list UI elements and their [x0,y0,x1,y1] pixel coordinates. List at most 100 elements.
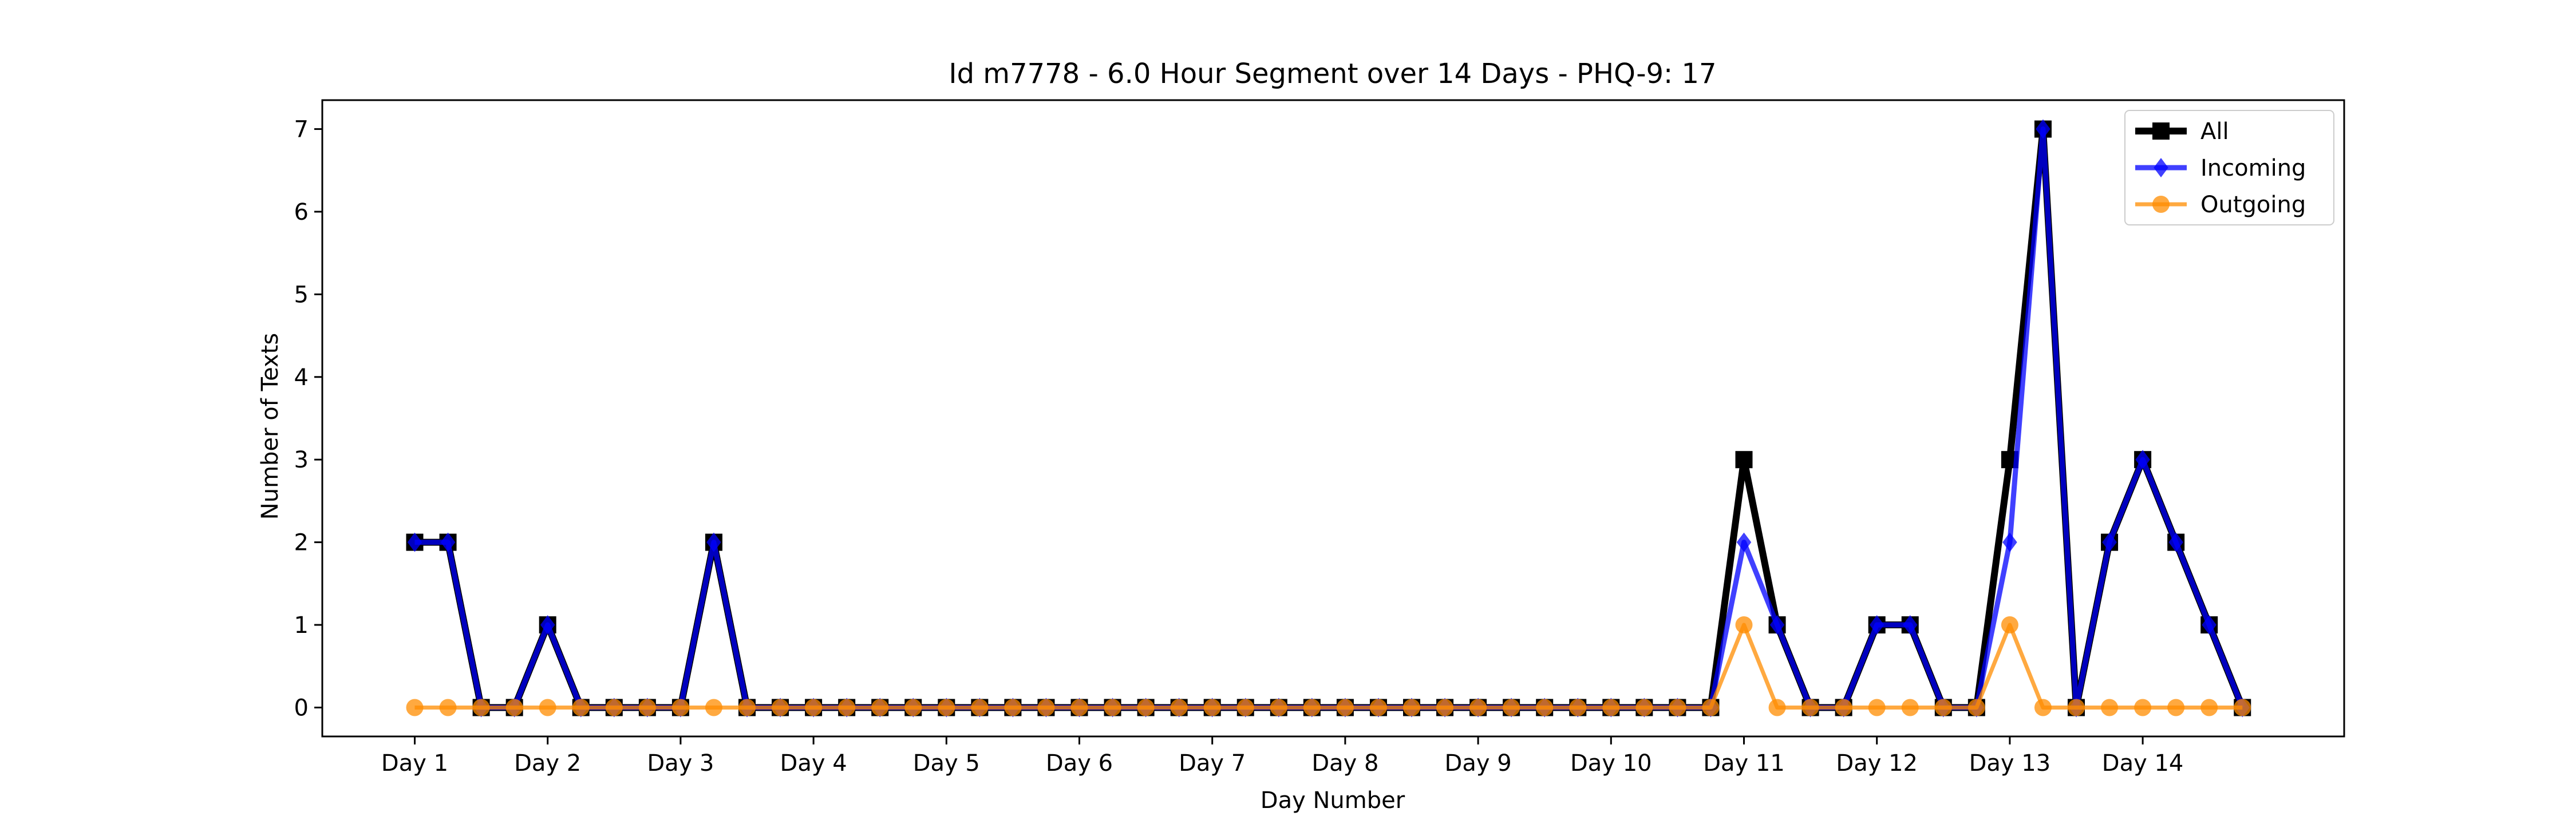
data-point-incoming [2202,615,2217,635]
legend-marker-outgoing [2152,196,2170,213]
y-tick-label: 2 [294,530,309,556]
data-point-outgoing [738,699,756,716]
x-tick-label: Day 7 [1179,750,1246,777]
data-point-incoming [2036,119,2050,139]
data-point-outgoing [1536,699,1554,716]
data-point-outgoing [1569,699,1587,716]
legend-marker-incoming [2154,158,2168,177]
data-point-outgoing [1170,699,1188,716]
y-tick-label: 3 [294,447,309,473]
data-point-outgoing [1702,699,1720,716]
plot-frame [321,99,2345,738]
data-point-outgoing [671,699,689,716]
data-point-outgoing [1236,699,1254,716]
data-point-outgoing [2234,699,2251,716]
data-point-outgoing [539,699,556,716]
data-point-incoming [2002,532,2017,552]
data-point-outgoing [838,699,856,716]
data-point-outgoing [2134,699,2152,716]
x-tick-label: Day 10 [1570,750,1652,777]
data-point-incoming [540,615,555,635]
y-tick-label: 4 [294,365,309,391]
data-point-outgoing [805,699,823,716]
data-point-outgoing [1203,699,1221,716]
legend-marker-all [2152,122,2170,140]
series-all [406,120,2251,716]
y-axis: 0 1 2 3 4 5 6 7 [294,117,322,721]
x-tick-label: Day 13 [1969,750,2051,777]
data-point-outgoing [1070,699,1088,716]
data-point-outgoing [971,699,989,716]
data-point-outgoing [2167,699,2185,716]
legend-label-all: All [2200,118,2229,145]
data-point-outgoing [1503,699,1520,716]
x-tick-label: Day 12 [1836,750,1918,777]
series-line-all [414,125,2246,711]
data-point-outgoing [1137,699,1155,716]
x-tick-label: Day 3 [647,750,714,777]
data-point-outgoing [772,699,789,716]
y-tick-label: 1 [294,612,309,639]
data-point-incoming [2135,450,2150,470]
data-point-outgoing [1037,699,1055,716]
data-point-outgoing [1004,699,1022,716]
data-point-outgoing [2101,699,2119,716]
x-tick-label: Day 9 [1445,750,1512,777]
series-outgoing [406,616,2251,716]
data-point-outgoing [638,699,656,716]
legend: All Incoming Outgoing [2124,110,2334,225]
series-incoming [407,119,2250,718]
data-point-outgoing [1934,699,1952,716]
data-point-outgoing [2001,616,2018,634]
data-point-incoming [1903,615,1918,635]
data-point-incoming [1869,615,1884,635]
data-point-outgoing [1868,699,1886,716]
data-point-outgoing [1104,699,1121,716]
y-tick-label: 6 [294,199,309,225]
data-point-outgoing [938,699,955,716]
x-tick-label: Day 11 [1703,750,1785,777]
x-tick-label: Day 14 [2102,750,2184,777]
data-point-outgoing [1635,699,1653,716]
data-point-outgoing [2200,699,2218,716]
data-point-outgoing [1735,616,1753,634]
legend-box [2124,110,2334,225]
legend-label-outgoing: Outgoing [2200,192,2306,218]
data-point-outgoing [1436,699,1454,716]
data-point-outgoing [1835,699,1852,716]
y-axis-label: Number of Texts [257,333,283,520]
x-axis: Day 1 Day 2 Day 3 Day 4 Day 5 Day 6 Day 7 Day 8… [381,736,2183,777]
chart-title: Id m7778 - 6.0 Hour Segment over 14 Days… [949,58,1716,90]
data-point-incoming [706,532,721,552]
data-point-outgoing [1967,699,1985,716]
data-point-incoming [407,532,422,552]
data-point-outgoing [1369,699,1387,716]
x-tick-label: Day 1 [381,750,448,777]
data-point-incoming [1736,532,1752,552]
x-tick-label: Day 2 [514,750,581,777]
x-tick-label: Day 8 [1311,750,1378,777]
data-point-all [1735,451,1753,469]
data-point-outgoing [1901,699,1919,716]
data-point-outgoing [705,699,722,716]
data-point-outgoing [1469,699,1487,716]
data-point-outgoing [1602,699,1620,716]
data-point-outgoing [2034,699,2052,716]
data-point-outgoing [406,699,424,716]
data-point-outgoing [1303,699,1321,716]
legend-label-incoming: Incoming [2200,155,2306,181]
data-point-incoming [2168,532,2183,552]
data-point-incoming [440,532,456,552]
data-point-outgoing [871,699,889,716]
x-tick-label: Day 6 [1046,750,1113,777]
x-axis-label: Day Number [1261,787,1405,814]
data-point-outgoing [1669,699,1686,716]
x-tick-label: Day 5 [913,750,980,777]
data-point-outgoing [505,699,523,716]
data-point-outgoing [904,699,922,716]
data-point-outgoing [605,699,623,716]
y-tick-label: 7 [294,117,309,143]
data-point-outgoing [1336,699,1354,716]
data-point-outgoing [2068,699,2085,716]
